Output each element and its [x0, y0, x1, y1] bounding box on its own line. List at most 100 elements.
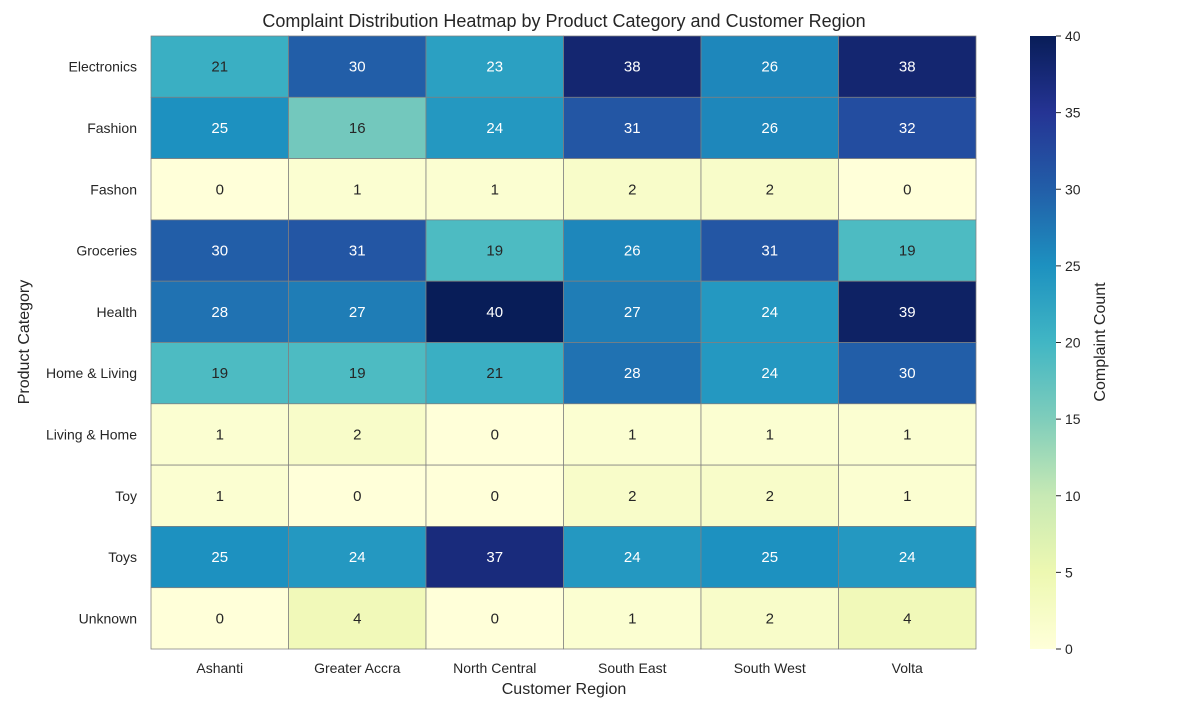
- heatmap-cell: [425, 280, 564, 343]
- heatmap-cell: [288, 526, 427, 589]
- heatmap-cell: [700, 158, 839, 221]
- cell-value-label: 37: [486, 549, 503, 566]
- heatmap-cell: [563, 219, 702, 282]
- cell-value-label: 2: [766, 610, 774, 627]
- cell-value-label: 30: [899, 365, 916, 382]
- cell-value-label: 0: [903, 181, 911, 198]
- y-tick-label: Groceries: [76, 243, 137, 259]
- y-axis-label: Product Category: [16, 280, 33, 405]
- cell-value-label: 27: [349, 304, 366, 321]
- heatmap-cell: [150, 403, 289, 466]
- cell-value-label: 30: [211, 243, 228, 260]
- cell-value-label: 16: [349, 120, 366, 137]
- heatmap-cell: [288, 96, 427, 159]
- x-tick-label: South West: [734, 660, 806, 676]
- heatmap-cell: [150, 342, 289, 405]
- y-tick-label: Health: [97, 304, 137, 320]
- heatmap-cell: [838, 587, 977, 650]
- heatmap-cell: [700, 587, 839, 650]
- cell-value-label: 24: [486, 120, 503, 137]
- cell-value-label: 24: [899, 549, 916, 566]
- heatmap-cell: [425, 158, 564, 221]
- cell-value-label: 23: [486, 59, 503, 76]
- cell-value-label: 31: [761, 243, 778, 260]
- heatmap-cell: [700, 219, 839, 282]
- cell-value-label: 0: [353, 488, 361, 505]
- cell-value-label: 4: [903, 610, 911, 627]
- cell-value-label: 27: [624, 304, 641, 321]
- cell-value-label: 26: [761, 59, 778, 76]
- heatmap-cell: [700, 280, 839, 343]
- x-tick-label: Greater Accra: [314, 660, 401, 676]
- colorbar-tick-label: 30: [1065, 181, 1081, 197]
- cell-value-label: 1: [353, 181, 361, 198]
- heatmap-cell: [288, 35, 427, 98]
- cell-value-label: 0: [491, 610, 499, 627]
- x-tick-label: North Central: [453, 660, 536, 676]
- heatmap-cell: [838, 96, 977, 159]
- colorbar-label: Complaint Count: [1092, 282, 1109, 402]
- cell-value-label: 24: [624, 549, 641, 566]
- cell-value-label: 26: [624, 243, 641, 260]
- y-tick-label: Fashon: [90, 181, 137, 197]
- cell-value-label: 21: [486, 365, 503, 382]
- heatmap-cell: [838, 219, 977, 282]
- cell-value-label: 28: [211, 304, 228, 321]
- cell-value-label: 24: [761, 304, 778, 321]
- colorbar-tick-label: 10: [1065, 488, 1081, 504]
- cell-value-label: 2: [628, 181, 636, 198]
- heatmap-cell: [425, 587, 564, 650]
- heatmap-cell: [425, 219, 564, 282]
- cell-value-label: 25: [211, 549, 228, 566]
- heatmap-cell: [563, 158, 702, 221]
- heatmap-cell: [150, 219, 289, 282]
- heatmap-cell: [838, 158, 977, 221]
- heatmap-cell: [700, 464, 839, 527]
- cell-value-label: 19: [486, 243, 503, 260]
- cell-value-label: 38: [899, 59, 916, 76]
- cell-value-label: 1: [766, 426, 774, 443]
- x-tick-label: Ashanti: [196, 660, 243, 676]
- heatmap-cell: [563, 280, 702, 343]
- colorbar-tick-label: 40: [1065, 28, 1081, 44]
- heatmap-cell: [563, 35, 702, 98]
- cell-value-label: 38: [624, 59, 641, 76]
- cell-value-label: 0: [216, 181, 224, 198]
- y-tick-label: Living & Home: [46, 426, 137, 442]
- cell-value-label: 26: [761, 120, 778, 137]
- heatmap-cell: [838, 526, 977, 589]
- cell-value-label: 1: [216, 426, 224, 443]
- heatmap-cell: [838, 342, 977, 405]
- cell-value-label: 1: [903, 488, 911, 505]
- y-tick-label: Electronics: [69, 59, 137, 75]
- y-tick-label: Home & Living: [46, 365, 137, 381]
- heatmap-cell: [150, 526, 289, 589]
- cell-value-label: 19: [211, 365, 228, 382]
- colorbar-tick-label: 5: [1065, 564, 1073, 580]
- heatmap-cell: [288, 587, 427, 650]
- heatmap-cell: [700, 35, 839, 98]
- heatmap-cell: [150, 158, 289, 221]
- heatmap-cell: [150, 35, 289, 98]
- heatmap-cell: [425, 403, 564, 466]
- cell-value-label: 19: [899, 243, 916, 260]
- heatmap-cell: [288, 158, 427, 221]
- cell-value-label: 24: [761, 365, 778, 382]
- cell-value-label: 39: [899, 304, 916, 321]
- x-axis-label: Customer Region: [502, 681, 627, 698]
- heatmap-cell: [150, 464, 289, 527]
- cell-value-label: 25: [761, 549, 778, 566]
- cell-value-label: 2: [766, 181, 774, 198]
- cell-value-label: 2: [628, 488, 636, 505]
- heatmap-cell: [150, 587, 289, 650]
- heatmap-cell: [425, 464, 564, 527]
- y-tick-label: Toys: [108, 549, 137, 565]
- cell-value-label: 1: [628, 426, 636, 443]
- cell-value-label: 1: [491, 181, 499, 198]
- x-tick-label: Volta: [892, 660, 923, 676]
- colorbar: [1030, 36, 1056, 649]
- x-tick-label: South East: [598, 660, 667, 676]
- cell-value-label: 2: [353, 426, 361, 443]
- cell-value-label: 0: [216, 610, 224, 627]
